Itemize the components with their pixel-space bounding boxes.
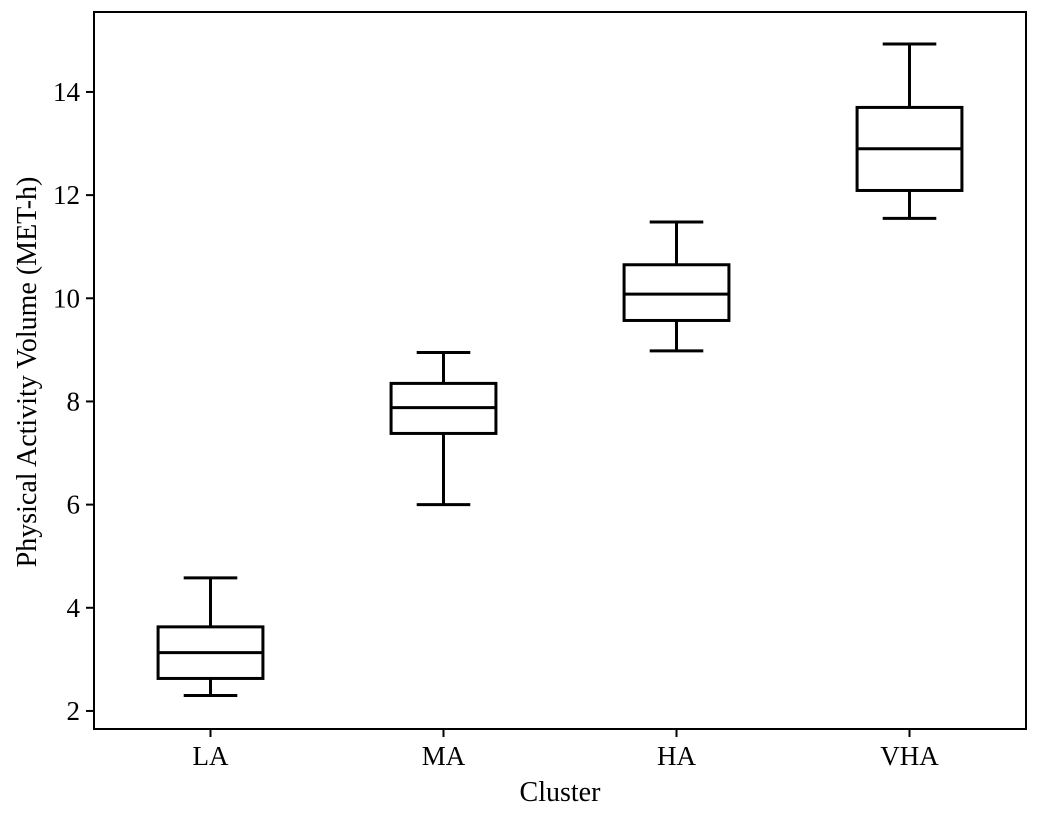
box-ha <box>622 220 731 353</box>
y-axis-label: Physical Activity Volume (MET-h) <box>12 177 43 568</box>
x-tick-label: HA <box>657 741 696 771</box>
x-tick-label: MA <box>422 741 466 771</box>
y-tick-label: 8 <box>67 386 81 416</box>
plot-frame <box>93 11 1027 730</box>
box-la <box>156 576 265 697</box>
y-axis: 2 4 6 8 10 12 14 <box>53 77 94 726</box>
box-ma <box>389 350 498 507</box>
x-tick-label: LA <box>193 741 229 771</box>
x-axis: LA MA HA VHA <box>193 729 939 771</box>
box-vha <box>855 42 964 220</box>
y-tick-label: 6 <box>67 490 81 520</box>
y-tick-label: 4 <box>67 593 81 623</box>
y-tick-label: 12 <box>53 180 80 210</box>
y-tick-label: 2 <box>67 696 81 726</box>
x-tick-label: VHA <box>880 741 939 771</box>
box-series <box>156 42 964 697</box>
iqr-box <box>622 263 731 322</box>
y-tick-label: 10 <box>53 283 80 313</box>
y-tick-label: 14 <box>53 77 81 107</box>
x-axis-label: Cluster <box>520 777 602 808</box>
